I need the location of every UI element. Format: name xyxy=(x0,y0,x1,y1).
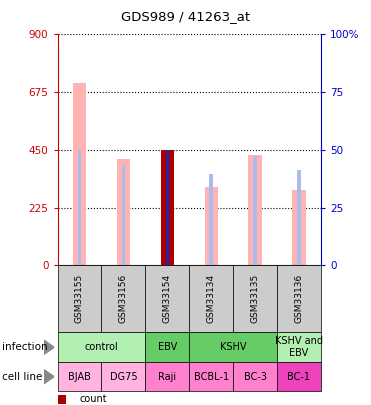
Text: EBV: EBV xyxy=(158,342,177,352)
Bar xyxy=(73,83,86,265)
Bar xyxy=(78,150,81,265)
Text: GSM33154: GSM33154 xyxy=(163,274,172,323)
Text: Raji: Raji xyxy=(158,372,176,382)
Bar xyxy=(165,150,169,265)
Text: GSM33135: GSM33135 xyxy=(250,274,260,323)
Bar xyxy=(249,155,262,265)
Text: control: control xyxy=(85,342,118,352)
Bar xyxy=(161,150,174,265)
Bar xyxy=(204,187,218,265)
Text: BJAB: BJAB xyxy=(68,372,91,382)
Text: DG75: DG75 xyxy=(109,372,137,382)
Polygon shape xyxy=(44,340,54,354)
Text: BC-3: BC-3 xyxy=(244,372,266,382)
Text: cell line: cell line xyxy=(2,372,42,382)
Bar xyxy=(122,165,125,265)
Text: infection: infection xyxy=(2,342,47,352)
Bar xyxy=(161,150,174,265)
Text: KSHV: KSHV xyxy=(220,342,246,352)
Bar xyxy=(253,156,257,265)
Text: BCBL-1: BCBL-1 xyxy=(194,372,229,382)
Bar xyxy=(165,150,169,265)
Bar xyxy=(209,174,213,265)
Text: BC-1: BC-1 xyxy=(288,372,311,382)
Text: count: count xyxy=(80,394,107,404)
Text: GSM33136: GSM33136 xyxy=(295,274,303,323)
Polygon shape xyxy=(44,370,54,384)
Bar xyxy=(297,171,301,265)
Text: KSHV and
EBV: KSHV and EBV xyxy=(275,337,323,358)
Bar xyxy=(292,190,306,265)
Text: GSM33155: GSM33155 xyxy=(75,274,84,323)
Text: GDS989 / 41263_at: GDS989 / 41263_at xyxy=(121,10,250,23)
Text: GSM33134: GSM33134 xyxy=(207,274,216,323)
Bar xyxy=(117,159,130,265)
Text: GSM33156: GSM33156 xyxy=(119,274,128,323)
